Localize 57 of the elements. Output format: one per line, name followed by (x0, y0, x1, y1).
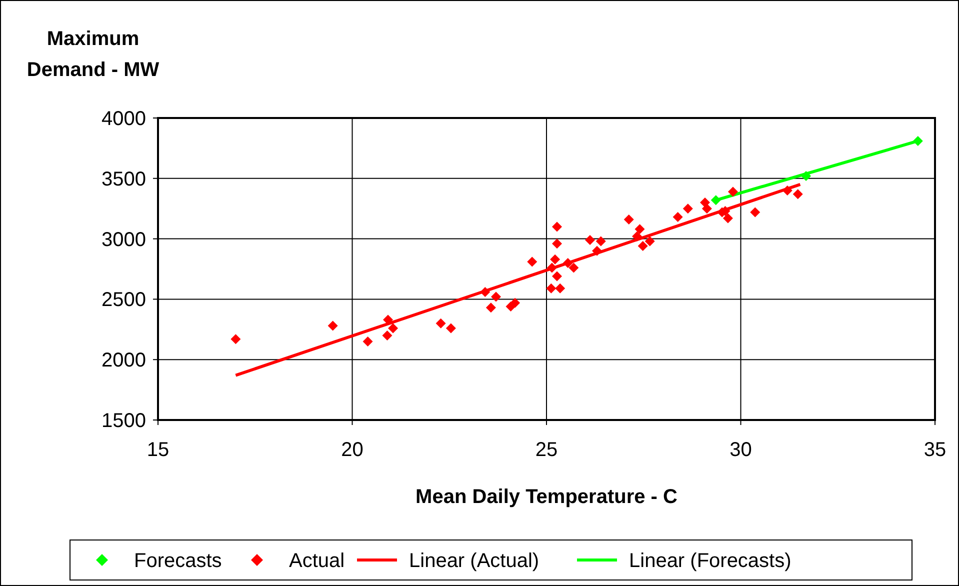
point (672, 212, 683, 222)
point (632, 231, 642, 242)
point (702, 204, 712, 214)
point (722, 213, 733, 224)
y-tick-label: 4000 (102, 108, 146, 130)
point (592, 246, 602, 256)
y-tick-label: 2000 (102, 350, 146, 372)
point (644, 236, 655, 246)
point (682, 204, 693, 214)
point (562, 258, 573, 268)
point (638, 241, 648, 252)
point (728, 186, 738, 197)
point (634, 224, 645, 234)
point (552, 222, 562, 232)
point (388, 323, 398, 334)
x-tick-label: 20 (341, 439, 364, 461)
point (486, 302, 496, 313)
point (230, 334, 241, 344)
point (382, 330, 392, 340)
y-tick-label: 1500 (102, 410, 146, 432)
point (782, 185, 792, 196)
point (490, 292, 501, 302)
legend-label: Forecasts (134, 550, 222, 572)
point (912, 136, 923, 146)
point (624, 214, 634, 224)
point (328, 320, 338, 331)
point (527, 256, 538, 267)
x-tick-label: 15 (146, 439, 170, 461)
point (510, 298, 520, 308)
x-tick-label: 35 (924, 439, 946, 461)
point (362, 336, 373, 346)
x-axis-title: Mean Daily Temperature - C (416, 486, 678, 508)
point (792, 189, 803, 200)
point (585, 235, 596, 246)
y-tick-label: 3500 (102, 168, 146, 190)
legend-label: Actual (289, 550, 345, 572)
point (596, 236, 606, 246)
point (546, 283, 556, 294)
point (446, 323, 456, 334)
point (550, 254, 560, 264)
y-tick-label: 2500 (102, 289, 146, 312)
point (436, 318, 446, 328)
point (710, 195, 721, 206)
x-tick-label: 25 (535, 439, 558, 461)
legend-label: Linear (Actual) (409, 550, 540, 572)
legend-label: Linear (Forecasts) (629, 550, 792, 572)
point (750, 207, 760, 218)
point (480, 286, 490, 297)
point (552, 238, 562, 249)
y-tick-label: 3000 (102, 228, 146, 251)
point (568, 262, 579, 273)
point (801, 170, 812, 181)
point (555, 283, 566, 294)
point (552, 271, 562, 282)
point (546, 262, 557, 273)
x-tick-label: 30 (730, 439, 752, 461)
y-axis-title: Maximum Demand - MW (26, 28, 160, 81)
